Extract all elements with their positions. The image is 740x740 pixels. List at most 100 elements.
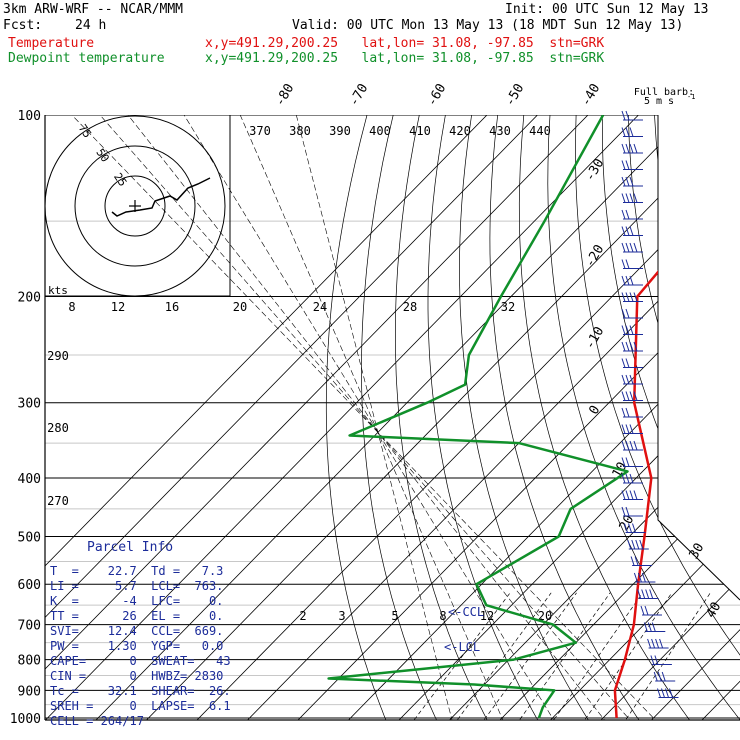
mixing-ratio-label: 8 xyxy=(439,609,446,623)
wind-barb-flag xyxy=(625,160,630,170)
wind-barb-flag xyxy=(633,490,638,500)
dry-adiabat-line xyxy=(325,115,391,720)
hodograph-scale-label: 8 xyxy=(68,300,75,314)
wind-barb-flag xyxy=(633,143,638,154)
isotherm-line xyxy=(85,115,717,720)
isotherm-line xyxy=(590,115,740,720)
wind-barb-flag xyxy=(625,391,630,401)
theta-label: 370 xyxy=(249,124,271,138)
wind-barb xyxy=(621,457,643,467)
isotherm-line xyxy=(691,115,740,720)
wind-barb-flag xyxy=(624,523,628,533)
isotherm-line xyxy=(489,115,740,720)
wind-barb-flag xyxy=(632,523,636,533)
wind-barb-flag xyxy=(621,143,626,154)
parcel-row: PW = 1.30 YGP= 0.0 xyxy=(50,639,224,653)
wind-barb xyxy=(621,391,643,401)
parcel-row: CELL = 264/17 xyxy=(50,714,144,728)
wind-barb-flag xyxy=(625,242,630,253)
mixing-ratio-line xyxy=(511,592,611,720)
valid-time: Valid: 00 UTC Mon 13 May 13 (18 MDT Sun … xyxy=(292,18,684,33)
wind-barb-flag xyxy=(633,440,638,451)
wind-barb-flag xyxy=(634,556,639,566)
dry-adiabat-line xyxy=(628,115,740,720)
hodograph-trace xyxy=(111,177,211,217)
wind-barb-flag xyxy=(621,358,626,368)
isotherm-label: 40 xyxy=(704,600,725,621)
wind-barb xyxy=(621,193,643,203)
wind-barb xyxy=(621,110,643,121)
wind-barb xyxy=(621,358,643,368)
parcel-row: TT = 26 EL = 0. xyxy=(50,609,224,623)
wind-barb-flag xyxy=(621,160,626,170)
wind-barb-flag xyxy=(629,341,634,352)
wind-barb-flag xyxy=(628,523,632,533)
moist-adiabat-line xyxy=(239,115,508,720)
pressure-tick-label: 200 xyxy=(18,291,41,306)
lcl-marker-label: <-LCL xyxy=(444,640,480,654)
isotherm-line xyxy=(438,115,740,720)
wind-barb-flag xyxy=(625,457,630,467)
wind-barb-flag xyxy=(625,193,630,203)
dry-adiabat-line xyxy=(489,115,647,720)
wind-barb xyxy=(621,259,643,269)
forecast-hour: 24 h xyxy=(75,18,107,33)
wind-barb-flag xyxy=(625,259,630,269)
hodograph-ring-label: 50 xyxy=(93,146,111,164)
dry-adiabat-line xyxy=(732,115,740,720)
theta-label: 380 xyxy=(289,124,311,138)
wind-barb-flag xyxy=(629,275,634,286)
wind-barb-flag xyxy=(629,424,634,434)
wind-barb-flag xyxy=(661,688,665,698)
wind-barb-flag xyxy=(621,374,626,385)
init-time: Init: 00 UTC Sun 12 May 13 xyxy=(505,2,709,17)
barb-legend-units: 5 m s xyxy=(644,96,674,107)
isotherm-label: -70 xyxy=(347,81,372,109)
dry-adiabat-line xyxy=(706,115,740,720)
wind-barb-flag xyxy=(629,440,634,451)
hodograph-scale-label: 16 xyxy=(165,300,179,314)
pressure-tick-label: 800 xyxy=(18,654,41,669)
theta-label: 390 xyxy=(329,124,351,138)
wind-barb-flag xyxy=(643,622,648,632)
wind-barb-flag xyxy=(621,275,626,286)
wind-barb-flag xyxy=(621,424,626,434)
wind-barb-flag xyxy=(629,193,634,203)
wind-barb-flag xyxy=(627,539,632,550)
forecast-label: Fcst: xyxy=(3,18,43,33)
mixing-ratio-label: 2 xyxy=(299,609,306,623)
mixing-ratio-line xyxy=(475,592,577,720)
parcel-row: CIN = 0 HWBZ= 2830 xyxy=(50,669,224,683)
wind-barb xyxy=(621,292,643,302)
pressure-tick-label: 900 xyxy=(18,684,41,699)
isotherm-label: 30 xyxy=(687,541,708,562)
hodograph-scale-label: 32 xyxy=(501,300,515,314)
parcel-row: CAPE= 0 SWEAT= 43 xyxy=(50,654,231,668)
wind-barb xyxy=(621,209,643,220)
dry-adiabat-line xyxy=(575,115,740,720)
wind-barb-flag xyxy=(640,605,645,616)
hodograph-scale-label: 12 xyxy=(111,300,125,314)
isotherm-label: -10 xyxy=(583,324,608,352)
isotherm-line xyxy=(287,115,740,720)
wind-barb xyxy=(627,539,649,550)
wind-barb-flag xyxy=(629,490,634,500)
wind-barb-flag xyxy=(630,556,635,566)
isotherm-line xyxy=(45,115,565,720)
wind-barb-flag xyxy=(621,440,626,451)
wind-barb-flag xyxy=(633,341,638,352)
wind-barb-flag xyxy=(633,391,638,401)
temperature-station-info: x,y=491.29,200.25 lat,lon= 31.08, -97.85… xyxy=(205,36,605,51)
wind-barb-flag xyxy=(621,473,626,484)
theta-label: 410 xyxy=(409,124,431,138)
pressure-tick-label: 100 xyxy=(18,109,41,124)
wind-barb-flag xyxy=(621,209,626,220)
wind-barb xyxy=(621,506,643,517)
wind-barb-flag xyxy=(633,572,638,583)
wind-barb-flag xyxy=(639,539,644,550)
wind-barb-flag xyxy=(625,490,630,500)
parcel-row: LI = 5.7 LCL= 763. xyxy=(50,579,224,593)
wind-barb-flag xyxy=(621,457,626,467)
wind-barb-flag xyxy=(621,325,626,335)
wind-barb-flag xyxy=(625,176,630,187)
